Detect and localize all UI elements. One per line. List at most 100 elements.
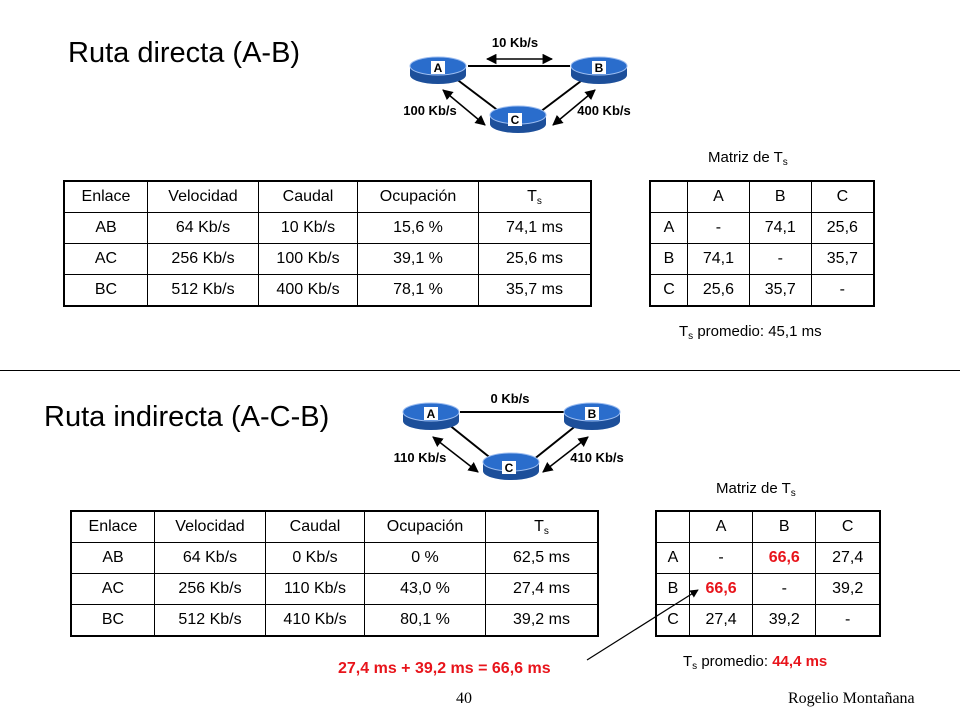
router-b-icon-indirect: B <box>563 402 621 430</box>
cell: BC <box>70 604 155 637</box>
cell: 0 % <box>364 542 486 574</box>
link-table-indirect: Enlace Velocidad Caudal Ocupación Ts AB … <box>70 510 599 637</box>
matrix-title-indirect: Matriz de Ts <box>716 480 796 499</box>
router-c-icon: C <box>489 105 547 133</box>
ts-average-direct: Ts promedio: 45,1 ms <box>679 323 822 342</box>
arrow-bc <box>552 89 596 126</box>
router-a-icon-indirect: A <box>402 402 460 430</box>
matrix-title-sub: s <box>782 157 788 168</box>
matrix-cell: 25,6 <box>810 212 875 244</box>
col-header-caudal: Caudal <box>265 510 365 543</box>
matrix-cell: - <box>688 542 754 574</box>
router-c-icon-indirect: C <box>482 452 540 480</box>
matrix-cell: 27,4 <box>815 542 881 574</box>
router-a-icon: A <box>409 56 467 84</box>
matrix-col-header: B <box>752 510 817 543</box>
matrix-cell: - <box>687 212 750 244</box>
matrix-cell-highlight: 66,6 <box>688 573 754 605</box>
avg-sub: s <box>692 661 698 672</box>
matrix-cell: 27,4 <box>688 604 754 637</box>
matrix-col-header: C <box>815 510 881 543</box>
col-header-caudal: Caudal <box>258 180 358 213</box>
cell: 74,1 ms <box>478 212 592 244</box>
link-bc-speed: 400 Kb/s <box>577 103 630 118</box>
matrix-row: B 66,6 - 39,2 <box>655 573 881 605</box>
matrix-col-header: C <box>810 180 875 213</box>
matrix-row-header: A <box>649 212 688 244</box>
col-header-ocupacion: Ocupación <box>357 180 479 213</box>
cell: 39,2 ms <box>485 604 599 637</box>
matrix-row-header: C <box>655 604 690 637</box>
cell: 256 Kb/s <box>147 243 259 275</box>
matrix-col-header: B <box>748 180 812 213</box>
arrow-ac <box>442 89 486 126</box>
cell: 43,0 % <box>364 573 486 605</box>
col-header-ts: Ts <box>478 180 592 213</box>
router-a-label: A <box>434 61 443 75</box>
cell: 110 Kb/s <box>265 573 365 605</box>
avg-label: promedio: <box>693 323 769 340</box>
cell: 400 Kb/s <box>258 274 358 307</box>
router-c-label-indirect: C <box>505 461 514 475</box>
cell: 62,5 ms <box>485 542 599 574</box>
matrix-cell: 74,1 <box>748 212 812 244</box>
table-row: BC 512 Kb/s 410 Kb/s 80,1 % 39,2 ms <box>70 604 599 637</box>
link-bc-speed-indirect: 410 Kb/s <box>570 450 623 465</box>
ts-subscript: s <box>543 525 549 537</box>
router-a-label-indirect: A <box>427 407 436 421</box>
table-header-row: Enlace Velocidad Caudal Ocupación Ts <box>70 510 599 543</box>
matrix-cell: - <box>752 573 817 605</box>
cell: 100 Kb/s <box>258 243 358 275</box>
author-name: Rogelio Montañana <box>788 690 915 707</box>
cell: 410 Kb/s <box>265 604 365 637</box>
cell: 27,4 ms <box>485 573 599 605</box>
table-row: AB 64 Kb/s 0 Kb/s 0 % 62,5 ms <box>70 542 599 574</box>
arrow-bc-indirect <box>542 436 589 473</box>
cell: 25,6 ms <box>478 243 592 275</box>
ts-letter: T <box>534 517 544 535</box>
avg-sub: s <box>688 331 694 342</box>
matrix-cell: - <box>748 243 812 275</box>
matrix-row-header: C <box>649 274 688 307</box>
matrix-table-indirect: A B C A - 66,6 27,4 B 66,6 - 39,2 C 27,4… <box>655 510 881 637</box>
matrix-cell: 74,1 <box>687 243 750 275</box>
table-row: BC 512 Kb/s 400 Kb/s 78,1 % 35,7 ms <box>63 274 592 307</box>
col-header-velocidad: Velocidad <box>154 510 266 543</box>
matrix-title-sub: s <box>790 488 796 499</box>
cell: 512 Kb/s <box>154 604 266 637</box>
matrix-corner-cell <box>649 180 688 213</box>
matrix-row: B 74,1 - 35,7 <box>649 243 875 275</box>
sum-note: 27,4 ms + 39,2 ms = 66,6 ms <box>338 660 551 677</box>
section-title-direct: Ruta directa (A-B) <box>68 37 301 69</box>
avg-prefix: T <box>683 653 693 670</box>
link-ac-speed-indirect: 110 Kb/s <box>394 450 447 465</box>
matrix-row: C 27,4 39,2 - <box>655 604 881 637</box>
cell: AC <box>70 573 155 605</box>
matrix-cell: 25,6 <box>687 274 750 307</box>
avg-value: 44,4 ms <box>772 653 828 670</box>
matrix-title-direct: Matriz de Ts <box>708 149 788 168</box>
cell: AB <box>70 542 155 574</box>
table-header-row: Enlace Velocidad Caudal Ocupación Ts <box>63 180 592 213</box>
ts-average-indirect: Ts promedio: 44,4 ms <box>683 653 827 672</box>
matrix-col-header: A <box>688 510 754 543</box>
cell: AB <box>63 212 148 244</box>
link-table-direct: Enlace Velocidad Caudal Ocupación Ts AB … <box>63 180 592 307</box>
router-c-label: C <box>511 113 520 127</box>
matrix-cell: 35,7 <box>810 243 875 275</box>
ts-letter: T <box>527 187 537 205</box>
link-ac-line-indirect <box>447 423 494 461</box>
router-b-label: B <box>595 61 604 75</box>
col-header-ocupacion: Ocupación <box>364 510 486 543</box>
link-ac-speed: 100 Kb/s <box>403 103 456 118</box>
matrix-row: C 25,6 35,7 - <box>649 274 875 307</box>
col-header-enlace: Enlace <box>70 510 155 543</box>
link-ab-speed-indirect: 0 Kb/s <box>490 391 529 406</box>
matrix-header-row: A B C <box>655 510 881 543</box>
cell: 78,1 % <box>357 274 479 307</box>
section-divider <box>0 370 960 371</box>
section-title-indirect: Ruta indirecta (A-C-B) <box>44 401 330 433</box>
matrix-cell: - <box>810 274 875 307</box>
matrix-row: A - 66,6 27,4 <box>655 542 881 574</box>
link-bc-line <box>539 77 586 113</box>
